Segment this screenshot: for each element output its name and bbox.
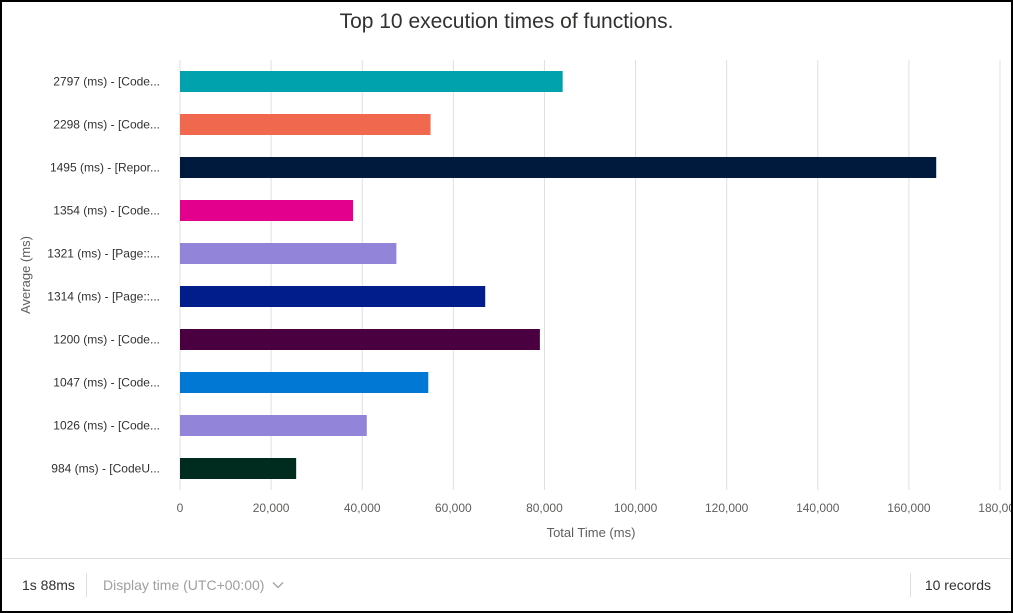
bar[interactable]	[180, 157, 937, 178]
footer-separator	[910, 573, 911, 597]
x-tick-label: 20,000	[253, 501, 290, 515]
bar[interactable]	[180, 415, 367, 436]
x-tick-label: 160,000	[887, 501, 931, 515]
x-tick-label: 180,000	[978, 501, 1011, 515]
bar-chart: 2797 (ms) - [Code... 2298 (ms) - [Code...…	[18, 60, 1011, 540]
y-tick-label: 2298 (ms) - [Code...	[53, 118, 160, 132]
x-axis-title: Total Time (ms)	[547, 525, 636, 540]
y-tick-label: 1026 (ms) - [Code...	[53, 419, 160, 433]
footer-separator	[86, 573, 87, 597]
chevron-down-icon	[272, 582, 284, 589]
x-tick-label: 80,000	[526, 501, 563, 515]
y-tick-label: 1314 (ms) - [Page::...	[47, 290, 160, 304]
bar[interactable]	[180, 71, 563, 92]
bars	[180, 71, 937, 479]
y-tick-label: 984 (ms) - [CodeU...	[51, 462, 160, 476]
display-time-label: Display time (UTC+00:00)	[103, 577, 265, 593]
y-axis-title: Average (ms)	[18, 236, 33, 314]
records-count: 10 records	[924, 577, 991, 593]
chart-title: Top 10 execution times of functions.	[339, 10, 674, 33]
display-time-dropdown[interactable]: Display time (UTC+00:00)	[103, 577, 284, 593]
y-tick-label: 1047 (ms) - [Code...	[53, 376, 160, 390]
footer-divider	[2, 558, 1011, 559]
y-tick-label: 1321 (ms) - [Page::...	[47, 247, 160, 261]
x-tick-label: 120,000	[705, 501, 749, 515]
x-tick-label: 40,000	[344, 501, 381, 515]
bar[interactable]	[180, 372, 429, 393]
x-tick-label: 140,000	[796, 501, 840, 515]
x-tick-label: 100,000	[614, 501, 658, 515]
bar[interactable]	[180, 243, 397, 264]
bar[interactable]	[180, 286, 486, 307]
bar[interactable]	[180, 114, 431, 135]
y-tick-label: 1200 (ms) - [Code...	[53, 333, 160, 347]
x-tick-label: 0	[177, 501, 184, 515]
x-tick-labels: 0 20,000 40,000 60,000 80,000 100,000 120,000 1…	[177, 501, 1011, 515]
bar[interactable]	[180, 200, 354, 221]
y-tick-label: 1354 (ms) - [Code...	[53, 204, 160, 218]
execution-time: 1s 88ms	[22, 577, 75, 593]
x-tick-label: 60,000	[435, 501, 472, 515]
y-tick-label: 2797 (ms) - [Code...	[53, 75, 160, 89]
status-bar: 1s 88ms Display time (UTC+00:00) 10 reco…	[2, 559, 1011, 611]
y-tick-label: 1495 (ms) - [Repor...	[50, 161, 160, 175]
y-tick-labels: 2797 (ms) - [Code... 2298 (ms) - [Code...…	[47, 75, 160, 476]
bar[interactable]	[180, 458, 297, 479]
bar[interactable]	[180, 329, 540, 350]
